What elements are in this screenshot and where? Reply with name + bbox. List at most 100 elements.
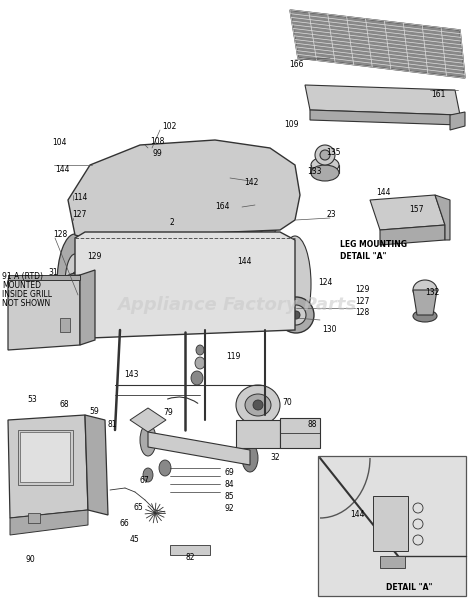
Text: 66: 66 — [120, 519, 130, 528]
Text: 104: 104 — [52, 138, 66, 147]
Polygon shape — [450, 112, 465, 130]
Text: 82: 82 — [186, 553, 195, 562]
Text: 99: 99 — [153, 149, 163, 158]
Text: 91 A (RTD): 91 A (RTD) — [2, 272, 43, 281]
Bar — [28, 513, 40, 523]
Ellipse shape — [230, 187, 280, 243]
Text: 31: 31 — [48, 268, 58, 277]
Ellipse shape — [311, 157, 339, 173]
Text: LEG MOUNTING: LEG MOUNTING — [340, 240, 407, 249]
Text: 59: 59 — [89, 407, 99, 416]
Ellipse shape — [239, 197, 271, 233]
Ellipse shape — [413, 310, 437, 322]
Text: 23: 23 — [327, 210, 337, 219]
Ellipse shape — [159, 460, 171, 476]
Text: 102: 102 — [162, 122, 176, 131]
Text: 133: 133 — [307, 167, 321, 176]
Polygon shape — [130, 408, 166, 432]
Text: 88: 88 — [308, 420, 318, 429]
Text: 129: 129 — [87, 252, 101, 261]
Text: 128: 128 — [355, 308, 369, 317]
Text: 53: 53 — [27, 395, 37, 404]
Ellipse shape — [245, 198, 267, 214]
Polygon shape — [8, 275, 80, 280]
Ellipse shape — [236, 385, 280, 425]
Text: INSIDE GRILL: INSIDE GRILL — [2, 290, 52, 299]
Text: 84: 84 — [225, 480, 235, 489]
Text: 128: 128 — [53, 230, 67, 239]
Text: NOT SHOWN: NOT SHOWN — [2, 299, 50, 308]
Text: 157: 157 — [409, 205, 423, 214]
Text: 127: 127 — [72, 210, 86, 219]
Ellipse shape — [286, 305, 306, 325]
Ellipse shape — [315, 145, 335, 165]
Text: 65: 65 — [134, 503, 144, 512]
Ellipse shape — [311, 165, 339, 181]
Polygon shape — [380, 225, 445, 245]
Text: 130: 130 — [322, 325, 337, 334]
Bar — [318, 456, 466, 596]
Bar — [18, 430, 73, 485]
Polygon shape — [305, 85, 460, 115]
Text: 45: 45 — [130, 535, 140, 544]
Ellipse shape — [29, 315, 59, 345]
Text: 81: 81 — [108, 420, 118, 429]
Text: 129: 129 — [355, 285, 369, 294]
Text: 119: 119 — [226, 352, 240, 361]
Ellipse shape — [278, 297, 314, 333]
Polygon shape — [85, 415, 108, 515]
Polygon shape — [10, 510, 88, 535]
Text: MOUNTED: MOUNTED — [2, 281, 41, 290]
Text: 85: 85 — [225, 492, 235, 501]
Text: 68: 68 — [60, 400, 70, 409]
Text: 164: 164 — [215, 202, 229, 211]
Ellipse shape — [140, 424, 156, 456]
Ellipse shape — [279, 236, 311, 332]
Ellipse shape — [65, 254, 85, 314]
Text: 67: 67 — [140, 476, 150, 485]
Polygon shape — [435, 195, 450, 240]
Bar — [60, 318, 70, 332]
Polygon shape — [68, 140, 300, 238]
Ellipse shape — [413, 280, 437, 300]
Ellipse shape — [245, 394, 271, 416]
Ellipse shape — [195, 357, 205, 369]
Ellipse shape — [163, 242, 207, 302]
Text: 2: 2 — [170, 218, 175, 227]
Bar — [245, 181, 267, 206]
Text: 90: 90 — [25, 555, 35, 564]
Ellipse shape — [36, 322, 52, 338]
Bar — [373, 496, 408, 551]
Text: 142: 142 — [244, 178, 258, 187]
Ellipse shape — [292, 311, 300, 319]
Ellipse shape — [71, 272, 79, 296]
Polygon shape — [80, 270, 95, 345]
Ellipse shape — [65, 282, 91, 308]
Polygon shape — [75, 232, 295, 338]
Bar — [170, 545, 210, 555]
Text: 109: 109 — [284, 120, 299, 129]
Ellipse shape — [242, 444, 258, 472]
Bar — [380, 556, 405, 568]
Text: 124: 124 — [318, 278, 332, 287]
Text: 135: 135 — [326, 148, 340, 157]
Polygon shape — [8, 415, 88, 518]
Text: 144: 144 — [376, 188, 391, 197]
Text: 144: 144 — [55, 165, 70, 174]
Ellipse shape — [320, 150, 330, 160]
Ellipse shape — [56, 273, 100, 317]
Polygon shape — [413, 290, 437, 315]
Text: 132: 132 — [425, 288, 439, 297]
Ellipse shape — [245, 173, 267, 189]
Bar — [236, 420, 280, 448]
Polygon shape — [290, 10, 465, 78]
Text: 144: 144 — [237, 257, 252, 266]
Ellipse shape — [196, 345, 204, 355]
Polygon shape — [310, 110, 460, 125]
Ellipse shape — [57, 234, 93, 334]
Text: 144: 144 — [350, 510, 365, 519]
Ellipse shape — [191, 371, 203, 385]
Text: 92: 92 — [225, 504, 235, 513]
Text: 108: 108 — [150, 137, 164, 146]
Polygon shape — [280, 418, 320, 448]
